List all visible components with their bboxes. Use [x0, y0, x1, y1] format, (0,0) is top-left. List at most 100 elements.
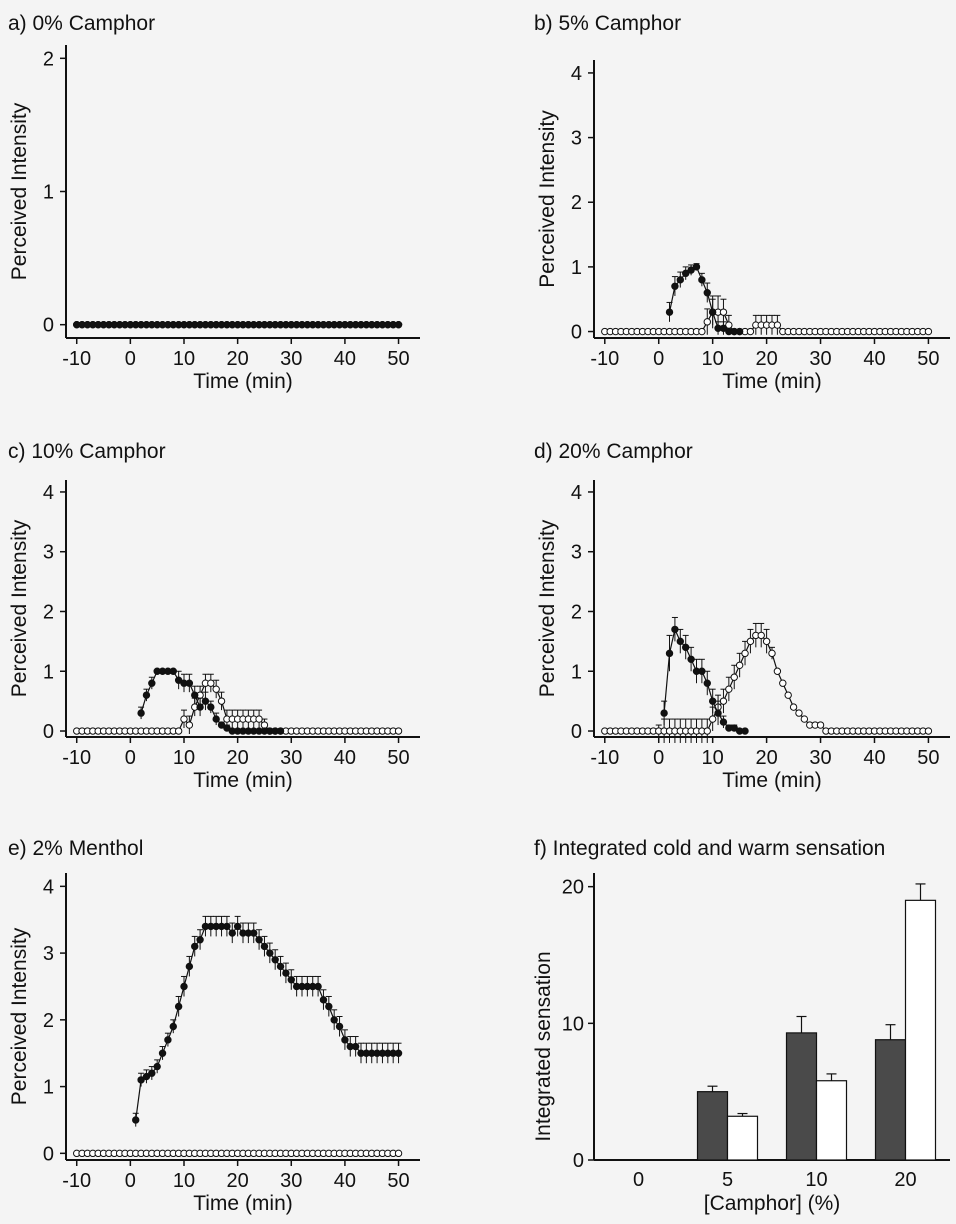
data-point — [394, 727, 403, 735]
data-point — [335, 1022, 344, 1031]
data-point — [795, 709, 803, 717]
panel-title: f) Integrated cold and warm sensation — [534, 837, 885, 860]
warm-series — [73, 1149, 403, 1158]
data-point — [746, 327, 755, 336]
data-point — [741, 649, 749, 658]
data-point — [687, 655, 695, 664]
data-point — [784, 691, 792, 699]
warm-bars — [726, 883, 937, 1161]
y-tick-label: 2 — [43, 48, 54, 70]
y-tick-label: 4 — [43, 482, 54, 504]
x-tick-label: 30 — [280, 747, 302, 769]
data-point — [800, 715, 809, 723]
data-point — [169, 667, 177, 675]
data-point — [730, 673, 738, 681]
data-point — [676, 276, 685, 284]
data-point — [180, 982, 188, 991]
data-point — [185, 962, 194, 971]
warm-series — [601, 295, 933, 336]
data-point — [719, 718, 728, 726]
bar — [874, 1039, 907, 1161]
x-axis-label: Time (min) — [722, 769, 822, 792]
data-point — [789, 703, 798, 711]
y-tick-label: 2 — [571, 192, 582, 214]
data-point — [191, 942, 199, 951]
data-point — [158, 1049, 167, 1057]
data-point — [180, 715, 188, 723]
panel-e: e) 2% Menthol -10 0 10 20 30 40 50 0 1 2 3 4 Time (mi… — [8, 837, 420, 1215]
data-point — [164, 1036, 172, 1044]
x-tick-label: 10 — [173, 747, 195, 769]
x-tick-label: 50 — [387, 348, 409, 370]
data-point — [212, 685, 220, 693]
data-point — [924, 327, 933, 336]
data-point — [681, 269, 690, 278]
x-tick-label: 20 — [755, 747, 777, 769]
data-point — [217, 697, 226, 705]
data-point — [703, 727, 711, 735]
x-tick-label: 0 — [125, 348, 136, 370]
x-tick-label: 20 — [894, 1169, 916, 1191]
data-point — [719, 308, 728, 316]
data-point — [735, 661, 744, 669]
x-axis-label: Time (min) — [193, 769, 293, 792]
data-point — [228, 929, 236, 937]
data-point — [692, 263, 701, 271]
data-point — [325, 1002, 333, 1011]
data-point — [757, 631, 765, 640]
data-point — [223, 922, 231, 931]
x-axis-label: [Camphor] (%) — [704, 1192, 841, 1215]
panel-title: a) 0% Camphor — [8, 12, 155, 35]
panel-a: a) 0% Camphor -10 0 10 20 30 40 50 0 1 2 Time (min)… — [8, 12, 420, 393]
data-point — [196, 936, 204, 944]
x-tick-label: 0 — [125, 747, 136, 769]
x-tick-label: 30 — [280, 348, 302, 370]
data-point — [703, 679, 711, 687]
data-point — [719, 697, 728, 705]
y-tick-label: 1 — [571, 257, 582, 279]
data-point — [142, 1072, 151, 1081]
y-axis-label: Perceived Intensity — [8, 102, 31, 280]
panel-title: c) 10% Camphor — [8, 440, 166, 463]
y-axis-label: Perceived Intensity — [536, 519, 559, 697]
data-point — [185, 679, 194, 687]
data-point — [676, 637, 685, 646]
data-point — [153, 1062, 161, 1071]
y-tick-label: 2 — [571, 601, 582, 623]
data-point — [137, 709, 145, 717]
bar — [785, 1032, 818, 1161]
x-tick-label: -10 — [62, 747, 91, 769]
panel-f: f) Integrated cold and warm sensation 0 10… — [532, 837, 950, 1215]
y-tick-label: 20 — [562, 877, 584, 899]
data-point — [725, 685, 733, 693]
x-tick-label: 30 — [809, 348, 831, 370]
y-tick-label: 3 — [571, 128, 582, 150]
y-tick-label: 4 — [43, 876, 54, 898]
data-point — [671, 282, 679, 290]
x-tick-label: 30 — [280, 1170, 302, 1192]
data-point — [773, 321, 782, 329]
data-point — [698, 667, 706, 675]
y-tick-label: 1 — [43, 182, 54, 204]
data-point — [148, 1069, 156, 1077]
data-point — [394, 1049, 403, 1057]
x-tick-label: -10 — [590, 747, 619, 769]
x-tick-label: 40 — [334, 747, 356, 769]
data-point — [779, 679, 787, 687]
data-point — [351, 1042, 360, 1051]
x-tick-label: 50 — [387, 1170, 409, 1192]
cold-series — [660, 616, 749, 735]
x-tick-label: 0 — [653, 747, 664, 769]
x-tick-label: 20 — [227, 348, 249, 370]
y-tick-label: 2 — [43, 1010, 54, 1032]
x-tick-label: 40 — [334, 1170, 356, 1192]
data-point — [708, 308, 717, 316]
cold-bars — [696, 1015, 907, 1161]
x-tick-label: -10 — [62, 1170, 91, 1192]
data-point — [207, 679, 215, 687]
data-point — [768, 649, 776, 658]
data-point — [341, 1036, 349, 1044]
y-tick-label: 2 — [43, 601, 54, 623]
